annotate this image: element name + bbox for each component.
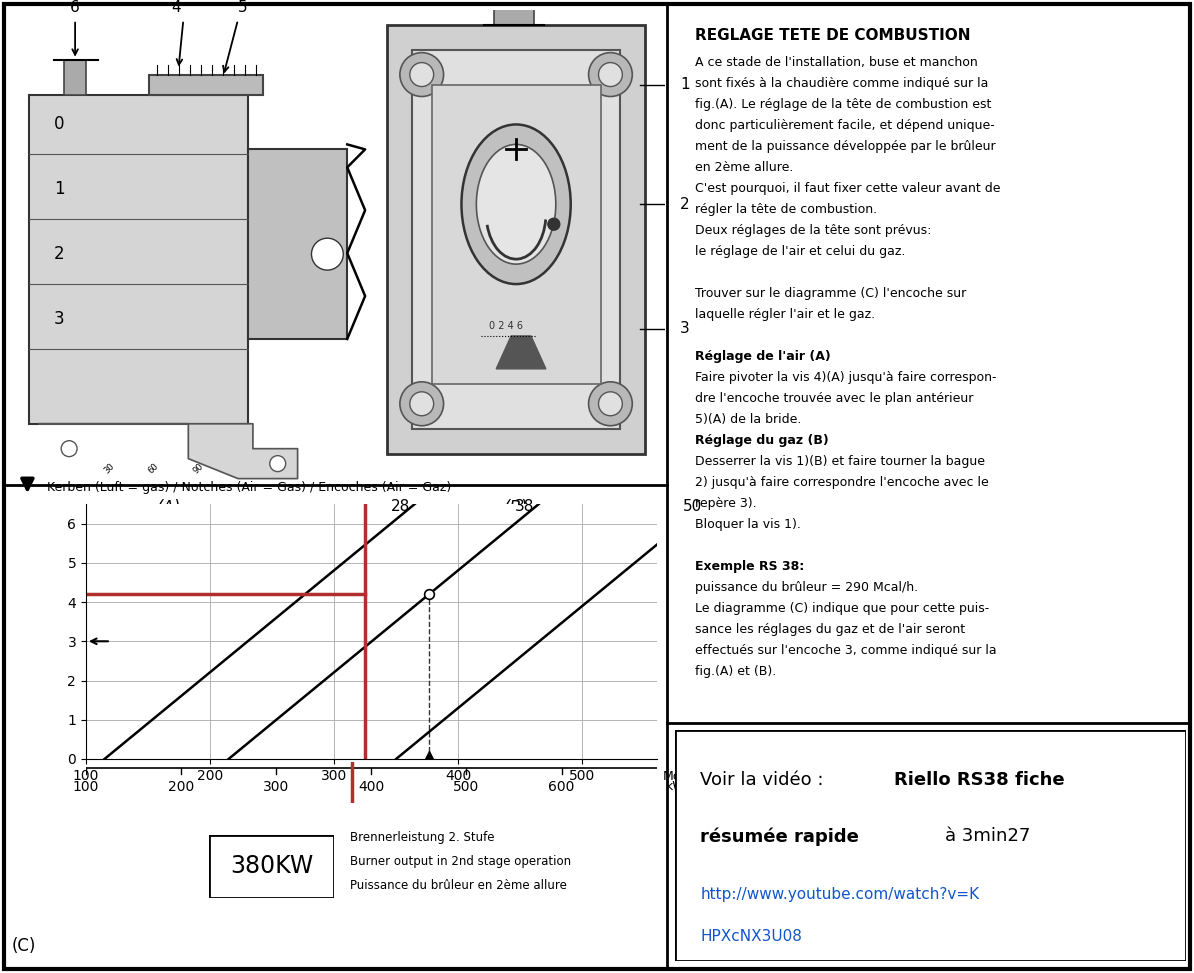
Text: 100: 100 — [73, 780, 99, 794]
Bar — [64, 59, 86, 94]
Text: 4: 4 — [172, 0, 181, 15]
Text: Réglage du gaz (B): Réglage du gaz (B) — [695, 434, 829, 448]
Text: Brennerleistung 2. Stufe: Brennerleistung 2. Stufe — [350, 831, 494, 844]
Text: repère 3).: repère 3). — [695, 497, 757, 510]
Bar — [387, 24, 645, 453]
Text: (B): (B) — [504, 498, 528, 517]
Text: A ce stade de l'installation, buse et manchon: A ce stade de l'installation, buse et ma… — [695, 56, 978, 69]
Text: 1: 1 — [679, 77, 690, 92]
Text: 50: 50 — [683, 499, 702, 514]
Text: effectués sur l'encoche 3, comme indiqué sur la: effectués sur l'encoche 3, comme indiqué… — [695, 644, 997, 658]
Text: fig.(A). Le réglage de la tête de combustion est: fig.(A). Le réglage de la tête de combus… — [695, 98, 991, 111]
Text: (A): (A) — [156, 498, 180, 517]
Text: 1: 1 — [54, 180, 64, 198]
Text: 200: 200 — [168, 780, 195, 794]
Text: 28: 28 — [390, 499, 410, 514]
Text: C'est pourquoi, il faut fixer cette valeur avant de: C'est pourquoi, il faut fixer cette vale… — [695, 182, 1001, 196]
Text: dre l'encoche trouvée avec le plan antérieur: dre l'encoche trouvée avec le plan antér… — [695, 392, 973, 405]
Text: donc particulièrement facile, et dépend unique-: donc particulièrement facile, et dépend … — [695, 119, 995, 132]
Circle shape — [270, 455, 285, 472]
Text: à 3min27: à 3min27 — [946, 827, 1030, 845]
Circle shape — [400, 53, 444, 96]
Polygon shape — [497, 336, 546, 369]
Text: 300: 300 — [263, 780, 289, 794]
Circle shape — [589, 53, 633, 96]
Bar — [494, 0, 534, 24]
Text: Deux réglages de la tête sont prévus:: Deux réglages de la tête sont prévus: — [695, 224, 931, 237]
Text: 5)(A) de la bride.: 5)(A) de la bride. — [695, 414, 801, 426]
Text: ment de la puissance développée par le brûleur: ment de la puissance développée par le b… — [695, 140, 996, 153]
Ellipse shape — [476, 144, 556, 264]
Text: (C): (C) — [12, 937, 36, 955]
Text: le réglage de l'air et celui du gaz.: le réglage de l'air et celui du gaz. — [695, 245, 905, 258]
Circle shape — [312, 238, 343, 270]
Text: 60: 60 — [147, 462, 160, 476]
Text: résumée rapide: résumée rapide — [700, 827, 858, 846]
Text: sont fixés à la chaudière comme indiqué sur la: sont fixés à la chaudière comme indiqué … — [695, 77, 989, 90]
Text: Réglage de l'air (A): Réglage de l'air (A) — [695, 350, 831, 363]
Text: Burner output in 2nd stage operation: Burner output in 2nd stage operation — [350, 855, 572, 868]
Circle shape — [61, 441, 78, 456]
Text: http://www.youtube.com/watch?v=K: http://www.youtube.com/watch?v=K — [700, 887, 979, 902]
Circle shape — [598, 62, 622, 87]
Text: HPXcNX3U08: HPXcNX3U08 — [700, 929, 802, 944]
Text: Trouver sur le diagramme (C) l'encoche sur: Trouver sur le diagramme (C) l'encoche s… — [695, 287, 966, 300]
Circle shape — [589, 381, 633, 426]
Text: Faire pivoter la vis 4)(A) jusqu'à faire correspon-: Faire pivoter la vis 4)(A) jusqu'à faire… — [695, 371, 997, 384]
Text: 2: 2 — [54, 245, 64, 263]
Circle shape — [410, 392, 433, 415]
Circle shape — [410, 62, 433, 87]
Text: 2) jusqu'à faire correspondre l'encoche avec le: 2) jusqu'à faire correspondre l'encoche … — [695, 476, 989, 489]
Text: Bloquer la vis 1).: Bloquer la vis 1). — [695, 519, 801, 531]
Text: 0 2 4 6: 0 2 4 6 — [490, 321, 523, 331]
Text: 90: 90 — [191, 462, 205, 476]
Text: 38: 38 — [515, 499, 534, 514]
Polygon shape — [39, 423, 297, 479]
Circle shape — [598, 392, 622, 415]
Text: Puissance du brûleur en 2ème allure: Puissance du brûleur en 2ème allure — [350, 880, 567, 892]
Bar — [412, 50, 621, 429]
Text: en 2ème allure.: en 2ème allure. — [695, 162, 794, 174]
Text: sance les réglages du gaz et de l'air seront: sance les réglages du gaz et de l'air se… — [695, 624, 965, 636]
Text: fig.(A) et (B).: fig.(A) et (B). — [695, 666, 776, 678]
Bar — [432, 85, 601, 383]
Circle shape — [400, 381, 444, 426]
Text: Kerben (Luft = gas) / Notches (Air = Gas) / Encoches (Air = Gaz): Kerben (Luft = gas) / Notches (Air = Gas… — [48, 481, 451, 494]
Text: 400: 400 — [358, 780, 384, 794]
Text: laquelle régler l'air et le gaz.: laquelle régler l'air et le gaz. — [695, 308, 875, 321]
Circle shape — [548, 218, 560, 231]
Text: 600: 600 — [548, 780, 574, 794]
Text: 2: 2 — [679, 197, 690, 212]
Text: Voir la vidéo :: Voir la vidéo : — [700, 772, 835, 789]
Text: Exemple RS 38:: Exemple RS 38: — [695, 560, 805, 573]
Text: 500: 500 — [454, 780, 480, 794]
Text: 30: 30 — [101, 462, 116, 476]
Text: kW: kW — [666, 780, 685, 793]
Text: REGLAGE TETE DE COMBUSTION: REGLAGE TETE DE COMBUSTION — [695, 27, 971, 43]
Text: 380KW: 380KW — [230, 854, 313, 879]
Text: Mcal/h: Mcal/h — [663, 769, 703, 782]
Text: Desserrer la vis 1)(B) et faire tourner la bague: Desserrer la vis 1)(B) et faire tourner … — [695, 455, 985, 468]
Text: 0: 0 — [54, 116, 64, 133]
Text: puissance du brûleur = 290 Mcal/h.: puissance du brûleur = 290 Mcal/h. — [695, 581, 918, 595]
Text: régler la tête de combustion.: régler la tête de combustion. — [695, 203, 878, 216]
Bar — [148, 75, 263, 94]
Text: Le diagramme (C) indique que pour cette puis-: Le diagramme (C) indique que pour cette … — [695, 602, 990, 615]
Ellipse shape — [461, 125, 571, 284]
Text: Riello RS38 fiche: Riello RS38 fiche — [894, 772, 1065, 789]
Bar — [248, 150, 347, 339]
Bar — [30, 94, 248, 423]
Text: 3: 3 — [679, 321, 690, 337]
Text: 3: 3 — [54, 310, 64, 328]
Text: 6: 6 — [70, 0, 80, 15]
Text: 5: 5 — [238, 0, 248, 15]
